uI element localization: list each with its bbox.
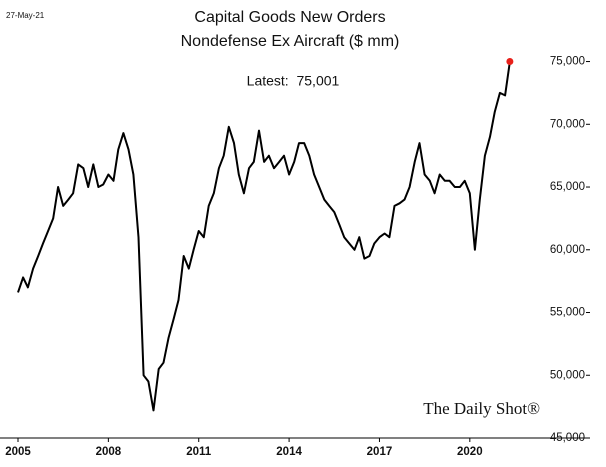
y-tick-label: 45,000 [550,432,585,444]
date-label: 27-May-21 [6,11,45,20]
chart-subtitle: Nondefense Ex Aircraft ($ mm) [181,33,400,50]
y-tick-label: 70,000 [550,118,585,130]
y-tick-label: 65,000 [550,181,585,193]
x-tick-label: 2005 [5,446,31,458]
x-tick-label: 2014 [276,446,302,458]
x-tick-label: 2020 [457,446,483,458]
y-tick-label: 75,000 [550,56,585,68]
line-series [17,61,511,412]
x-tick-label: 2011 [186,446,212,458]
latest-point [506,58,514,66]
y-tick-label: 55,000 [550,307,585,319]
annotation: Latest: 75,001 [247,73,340,89]
x-tick-label: 2017 [367,446,393,458]
y-tick-label: 60,000 [550,244,585,256]
chart-title: Capital Goods New Orders [194,9,385,26]
x-tick-label: 2008 [96,446,122,458]
source-watermark: The Daily Shot® [423,399,540,418]
y-tick-label: 50,000 [550,369,585,381]
